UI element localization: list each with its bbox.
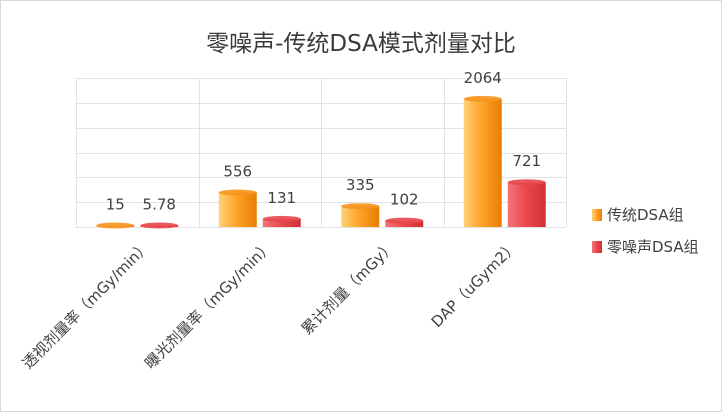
data-label: 2064 <box>464 69 502 87</box>
bar-zero-noise-dsa-1 <box>262 215 301 227</box>
legend-item: 零噪声DSA组 <box>592 238 699 256</box>
bar-traditional-dsa-1 <box>218 189 257 227</box>
legend-item: 传统DSA组 <box>592 206 684 224</box>
data-label: 131 <box>267 189 296 207</box>
data-label: 102 <box>390 191 419 209</box>
legend-label: 零噪声DSA组 <box>607 238 699 256</box>
data-label: 721 <box>512 152 541 170</box>
data-label: 5.78 <box>143 196 176 214</box>
category-labels: 透视剂量率（mGy/min）曝光剂量率（mGy/min） 累计剂量（mGy） DAP… <box>19 237 522 372</box>
data-labels: 15 556 335 2064 5.78 131 102 721 <box>106 69 541 214</box>
data-label: 556 <box>223 162 252 180</box>
bar-traditional-dsa-0 <box>96 222 135 229</box>
category-label: 曝光剂量率（mGy/min） <box>141 237 276 372</box>
bars <box>96 95 546 229</box>
bar-traditional-dsa-3 <box>463 95 502 227</box>
bar-traditional-dsa-2 <box>341 203 380 227</box>
bar-zero-noise-dsa-0 <box>140 222 179 229</box>
chart-title: 零噪声-传统DSA模式剂量对比 <box>206 31 516 57</box>
bar-zero-noise-dsa-3 <box>507 179 546 227</box>
legend-label: 传统DSA组 <box>607 206 684 224</box>
data-label: 335 <box>346 176 375 194</box>
legend-swatch <box>592 241 602 253</box>
category-label: DAP（uGym2） <box>428 237 522 331</box>
data-label: 15 <box>106 196 125 214</box>
category-label: 透视剂量率（mGy/min） <box>19 237 154 372</box>
legend-swatch <box>592 209 602 221</box>
category-label: 累计剂量（mGy） <box>298 237 399 338</box>
bar-zero-noise-dsa-2 <box>385 217 424 227</box>
